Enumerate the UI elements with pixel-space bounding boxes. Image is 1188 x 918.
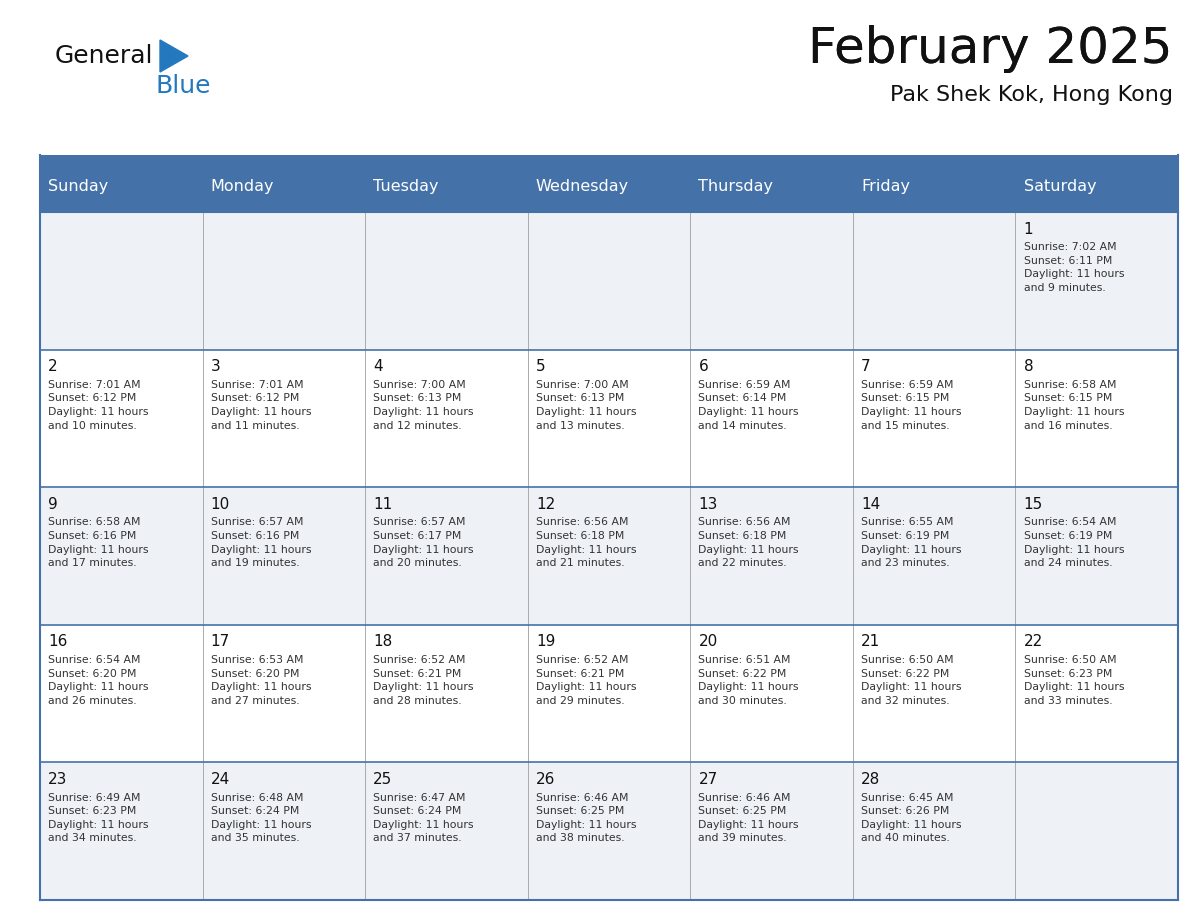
Text: Tuesday: Tuesday	[373, 180, 438, 195]
Text: 28: 28	[861, 772, 880, 787]
Text: February 2025: February 2025	[809, 25, 1173, 73]
Text: 21: 21	[861, 634, 880, 649]
Text: Sunrise: 6:57 AM
Sunset: 6:17 PM
Daylight: 11 hours
and 20 minutes.: Sunrise: 6:57 AM Sunset: 6:17 PM Dayligh…	[373, 518, 474, 568]
Text: Sunrise: 6:50 AM
Sunset: 6:22 PM
Daylight: 11 hours
and 32 minutes.: Sunrise: 6:50 AM Sunset: 6:22 PM Dayligh…	[861, 655, 961, 706]
Text: 22: 22	[1024, 634, 1043, 649]
Text: Sunrise: 6:45 AM
Sunset: 6:26 PM
Daylight: 11 hours
and 40 minutes.: Sunrise: 6:45 AM Sunset: 6:26 PM Dayligh…	[861, 792, 961, 844]
Text: 12: 12	[536, 497, 555, 512]
Text: Sunrise: 7:00 AM
Sunset: 6:13 PM
Daylight: 11 hours
and 12 minutes.: Sunrise: 7:00 AM Sunset: 6:13 PM Dayligh…	[373, 380, 474, 431]
Text: 18: 18	[373, 634, 392, 649]
Text: 23: 23	[49, 772, 68, 787]
Text: Sunrise: 6:54 AM
Sunset: 6:19 PM
Daylight: 11 hours
and 24 minutes.: Sunrise: 6:54 AM Sunset: 6:19 PM Dayligh…	[1024, 518, 1124, 568]
Text: Sunrise: 6:46 AM
Sunset: 6:25 PM
Daylight: 11 hours
and 38 minutes.: Sunrise: 6:46 AM Sunset: 6:25 PM Dayligh…	[536, 792, 637, 844]
Text: Sunrise: 7:01 AM
Sunset: 6:12 PM
Daylight: 11 hours
and 11 minutes.: Sunrise: 7:01 AM Sunset: 6:12 PM Dayligh…	[210, 380, 311, 431]
Text: Sunrise: 6:47 AM
Sunset: 6:24 PM
Daylight: 11 hours
and 37 minutes.: Sunrise: 6:47 AM Sunset: 6:24 PM Dayligh…	[373, 792, 474, 844]
Text: Sunrise: 6:58 AM
Sunset: 6:16 PM
Daylight: 11 hours
and 17 minutes.: Sunrise: 6:58 AM Sunset: 6:16 PM Dayligh…	[49, 518, 148, 568]
Text: 11: 11	[373, 497, 392, 512]
Text: 27: 27	[699, 772, 718, 787]
Text: Sunrise: 7:01 AM
Sunset: 6:12 PM
Daylight: 11 hours
and 10 minutes.: Sunrise: 7:01 AM Sunset: 6:12 PM Dayligh…	[49, 380, 148, 431]
Text: 16: 16	[49, 634, 68, 649]
Polygon shape	[160, 40, 188, 72]
Text: 19: 19	[536, 634, 555, 649]
Text: Sunrise: 6:49 AM
Sunset: 6:23 PM
Daylight: 11 hours
and 34 minutes.: Sunrise: 6:49 AM Sunset: 6:23 PM Dayligh…	[49, 792, 148, 844]
Text: 24: 24	[210, 772, 230, 787]
Text: 7: 7	[861, 359, 871, 375]
Text: 15: 15	[1024, 497, 1043, 512]
Text: 2: 2	[49, 359, 58, 375]
Text: Sunrise: 6:55 AM
Sunset: 6:19 PM
Daylight: 11 hours
and 23 minutes.: Sunrise: 6:55 AM Sunset: 6:19 PM Dayligh…	[861, 518, 961, 568]
Text: Sunrise: 6:57 AM
Sunset: 6:16 PM
Daylight: 11 hours
and 19 minutes.: Sunrise: 6:57 AM Sunset: 6:16 PM Dayligh…	[210, 518, 311, 568]
Text: 4: 4	[373, 359, 383, 375]
Text: 3: 3	[210, 359, 221, 375]
Text: Sunrise: 6:52 AM
Sunset: 6:21 PM
Daylight: 11 hours
and 28 minutes.: Sunrise: 6:52 AM Sunset: 6:21 PM Dayligh…	[373, 655, 474, 706]
Text: Thursday: Thursday	[699, 180, 773, 195]
Text: Sunrise: 6:46 AM
Sunset: 6:25 PM
Daylight: 11 hours
and 39 minutes.: Sunrise: 6:46 AM Sunset: 6:25 PM Dayligh…	[699, 792, 798, 844]
Text: 14: 14	[861, 497, 880, 512]
Text: Sunrise: 7:02 AM
Sunset: 6:11 PM
Daylight: 11 hours
and 9 minutes.: Sunrise: 7:02 AM Sunset: 6:11 PM Dayligh…	[1024, 242, 1124, 293]
Text: 10: 10	[210, 497, 230, 512]
Text: Sunrise: 6:59 AM
Sunset: 6:15 PM
Daylight: 11 hours
and 15 minutes.: Sunrise: 6:59 AM Sunset: 6:15 PM Dayligh…	[861, 380, 961, 431]
Text: Sunrise: 7:00 AM
Sunset: 6:13 PM
Daylight: 11 hours
and 13 minutes.: Sunrise: 7:00 AM Sunset: 6:13 PM Dayligh…	[536, 380, 637, 431]
Text: Wednesday: Wednesday	[536, 180, 628, 195]
Text: Saturday: Saturday	[1024, 180, 1097, 195]
Text: Sunrise: 6:58 AM
Sunset: 6:15 PM
Daylight: 11 hours
and 16 minutes.: Sunrise: 6:58 AM Sunset: 6:15 PM Dayligh…	[1024, 380, 1124, 431]
Text: Pak Shek Kok, Hong Kong: Pak Shek Kok, Hong Kong	[890, 85, 1173, 105]
Bar	[40, 155, 1178, 162]
Text: Sunrise: 6:56 AM
Sunset: 6:18 PM
Daylight: 11 hours
and 21 minutes.: Sunrise: 6:56 AM Sunset: 6:18 PM Dayligh…	[536, 518, 637, 568]
Text: 9: 9	[49, 497, 58, 512]
Text: Sunrise: 6:48 AM
Sunset: 6:24 PM
Daylight: 11 hours
and 35 minutes.: Sunrise: 6:48 AM Sunset: 6:24 PM Dayligh…	[210, 792, 311, 844]
Text: 8: 8	[1024, 359, 1034, 375]
Text: Friday: Friday	[861, 180, 910, 195]
Text: Monday: Monday	[210, 180, 274, 195]
Bar	[40, 162, 1178, 212]
Text: Sunrise: 6:53 AM
Sunset: 6:20 PM
Daylight: 11 hours
and 27 minutes.: Sunrise: 6:53 AM Sunset: 6:20 PM Dayligh…	[210, 655, 311, 706]
Bar	[40, 350, 1178, 487]
Text: 17: 17	[210, 634, 230, 649]
Bar	[40, 212, 1178, 350]
Text: Blue: Blue	[154, 74, 210, 98]
Text: Sunrise: 6:56 AM
Sunset: 6:18 PM
Daylight: 11 hours
and 22 minutes.: Sunrise: 6:56 AM Sunset: 6:18 PM Dayligh…	[699, 518, 798, 568]
Text: Sunrise: 6:54 AM
Sunset: 6:20 PM
Daylight: 11 hours
and 26 minutes.: Sunrise: 6:54 AM Sunset: 6:20 PM Dayligh…	[49, 655, 148, 706]
Bar	[40, 763, 1178, 900]
Text: 26: 26	[536, 772, 555, 787]
Text: Sunrise: 6:50 AM
Sunset: 6:23 PM
Daylight: 11 hours
and 33 minutes.: Sunrise: 6:50 AM Sunset: 6:23 PM Dayligh…	[1024, 655, 1124, 706]
Text: Sunrise: 6:51 AM
Sunset: 6:22 PM
Daylight: 11 hours
and 30 minutes.: Sunrise: 6:51 AM Sunset: 6:22 PM Dayligh…	[699, 655, 798, 706]
Text: 1: 1	[1024, 221, 1034, 237]
Bar	[40, 487, 1178, 625]
Bar	[40, 625, 1178, 763]
Text: Sunday: Sunday	[49, 180, 108, 195]
Text: Sunrise: 6:52 AM
Sunset: 6:21 PM
Daylight: 11 hours
and 29 minutes.: Sunrise: 6:52 AM Sunset: 6:21 PM Dayligh…	[536, 655, 637, 706]
Text: Sunrise: 6:59 AM
Sunset: 6:14 PM
Daylight: 11 hours
and 14 minutes.: Sunrise: 6:59 AM Sunset: 6:14 PM Dayligh…	[699, 380, 798, 431]
Text: 13: 13	[699, 497, 718, 512]
Text: 5: 5	[536, 359, 545, 375]
Text: 25: 25	[373, 772, 392, 787]
Text: 6: 6	[699, 359, 708, 375]
Text: 20: 20	[699, 634, 718, 649]
Text: General: General	[55, 44, 153, 68]
Text: February 2025: February 2025	[809, 25, 1173, 73]
